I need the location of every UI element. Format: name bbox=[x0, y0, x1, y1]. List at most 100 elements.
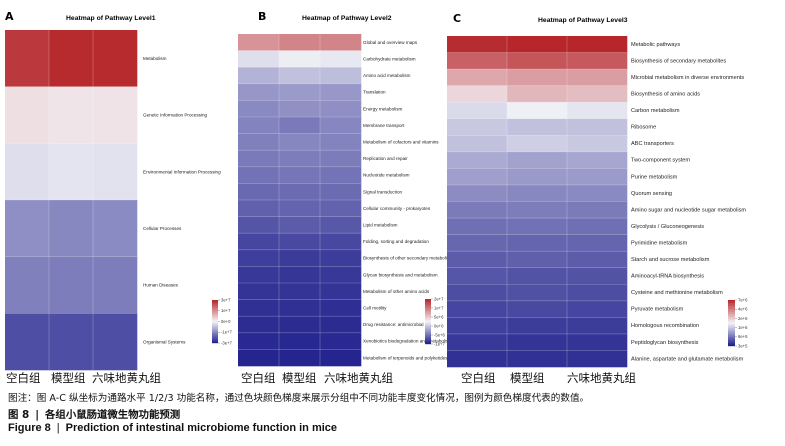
panel-c-cell bbox=[567, 85, 628, 103]
panel-c-cell bbox=[567, 184, 628, 202]
panel-a-legend-swatch bbox=[212, 320, 218, 322]
caption-divider: | bbox=[56, 422, 60, 434]
panel-c-row-label: Metabolic pathways bbox=[631, 42, 680, 48]
figure-caption-en: Figure 8 | Prediction of intestinal microb… bbox=[8, 422, 337, 434]
panel-b-row-label: Replication and repair bbox=[363, 156, 408, 161]
panel-b-legend-swatch bbox=[425, 320, 431, 322]
panel-b-legend-swatch bbox=[425, 299, 431, 301]
panel-c-row-label: Two-component system bbox=[631, 158, 690, 164]
panel-c-cell bbox=[447, 300, 508, 318]
panel-c-legend-swatch bbox=[728, 336, 735, 339]
panel-c-cell bbox=[447, 333, 508, 351]
panel-a-row-label: Organismal Systems bbox=[143, 339, 186, 344]
panel-c-cell bbox=[507, 135, 568, 153]
panel-c-legend-swatch bbox=[728, 327, 735, 330]
panel-b-cell bbox=[320, 266, 362, 284]
panel-b-legend-tick-label: 5e+6 bbox=[434, 314, 444, 319]
panel-b-cell bbox=[238, 266, 280, 284]
panel-b-cell bbox=[238, 316, 280, 334]
panel-b-row-label: Translation bbox=[363, 90, 386, 95]
panel-b-cell bbox=[279, 266, 321, 284]
panel-a-legend-swatch bbox=[212, 305, 218, 308]
panel-a-cell bbox=[93, 86, 138, 144]
panel-b-legend-swatch bbox=[425, 326, 431, 328]
panel-a-cell bbox=[5, 86, 50, 144]
panel-a-legend-tick-label: 1e+7 bbox=[221, 308, 231, 313]
panel-c-cell bbox=[447, 36, 508, 53]
panel-b-row-label: Nucleotide metabolism bbox=[363, 173, 410, 178]
panel-c-legend-swatch bbox=[728, 332, 735, 334]
panel-a-cell bbox=[49, 313, 94, 371]
panel-a-row-label: Environmental Information Processing bbox=[143, 169, 221, 174]
panel-c-cell bbox=[567, 201, 628, 219]
panel-b-legend-swatch bbox=[425, 342, 431, 345]
panel-b-cell bbox=[238, 50, 280, 68]
panel-c-cell bbox=[447, 184, 508, 202]
panel-c-legend-tick-label: 4e+6 bbox=[738, 307, 748, 312]
panel-b-cell bbox=[320, 83, 362, 101]
panel-b-cell bbox=[238, 249, 280, 267]
panel-b-cell bbox=[320, 233, 362, 251]
panel-a-column-label-3: 六味地黄丸组 bbox=[92, 371, 161, 385]
panel-b-column-label-2: 模型组 bbox=[282, 371, 317, 385]
panel-a-legend-swatch bbox=[212, 330, 218, 332]
panel-b-letter: B bbox=[258, 10, 266, 23]
figure-label-cn: 图 8 bbox=[8, 409, 30, 421]
panel-c-row-label: ABC transporters bbox=[631, 141, 674, 147]
panel-b-row-label: Metabolism of cofactors and vitamins bbox=[363, 140, 439, 145]
panel-c-cell bbox=[507, 36, 568, 53]
panel-a-row-label: Human Diseases bbox=[143, 283, 179, 288]
panel-a-legend-swatch bbox=[212, 308, 218, 311]
panel-a-legend-tick-label: 0e+0 bbox=[221, 319, 231, 324]
panel-b-cell bbox=[238, 349, 280, 367]
panel-a-legend-swatch bbox=[212, 312, 218, 315]
panel-b-cell bbox=[320, 117, 362, 134]
panel-c-legend-tick-label: 6e+5 bbox=[738, 334, 748, 339]
panel-c-row-label: Ribosome bbox=[631, 125, 656, 131]
panel-b-cell bbox=[320, 166, 362, 184]
panel-b-row-label: Drug resistance: antimicrobial bbox=[363, 322, 424, 327]
panel-a-legend-swatch bbox=[212, 334, 218, 337]
panel-b-cell bbox=[279, 83, 321, 101]
panel-b-legend-tick-label: -1e+7 bbox=[434, 341, 445, 346]
panel-c-cell bbox=[507, 184, 568, 202]
panel-c-row-label: Alanine, aspartate and glutamate metabol… bbox=[631, 356, 744, 362]
panel-b-column-label-3: 六味地黄丸组 bbox=[324, 371, 393, 385]
panel-b-legend-swatch bbox=[425, 329, 431, 331]
panel-c-cell bbox=[507, 300, 568, 318]
panel-c-row-label: Cysteine and methionine metabolism bbox=[631, 290, 723, 296]
panel-c-legend-tick-label: 7e+6 bbox=[738, 297, 748, 302]
panel-c-column-label-2: 模型组 bbox=[510, 371, 545, 385]
panel-a-legend-swatch bbox=[212, 324, 218, 326]
panel-c-legend-swatch bbox=[728, 307, 735, 310]
panel-b-cell bbox=[238, 67, 280, 85]
panel-b-row-label: Xenobiotics biodegradation and metabolis… bbox=[363, 339, 452, 344]
panel-a-legend-swatch bbox=[212, 321, 218, 324]
figure-caption-cn: 图 8 | 各组小鼠肠道微生物功能预测 bbox=[8, 406, 180, 421]
panel-c-legend-swatch bbox=[728, 304, 735, 307]
panel-c-cell bbox=[567, 36, 628, 53]
panel-a-legend-swatch bbox=[212, 317, 218, 319]
panel-a-cell bbox=[49, 86, 94, 144]
panel-c-legend-swatch bbox=[728, 310, 735, 313]
panel-b-cell bbox=[320, 183, 362, 201]
panel-c-cell bbox=[567, 234, 628, 252]
panel-a-legend-swatch bbox=[212, 331, 218, 334]
panel-b-legend-swatch bbox=[425, 321, 431, 324]
panel-b-legend-swatch bbox=[425, 338, 431, 340]
panel-b-cell bbox=[279, 316, 321, 334]
panel-a-cell bbox=[5, 30, 50, 87]
panel-b-cell bbox=[279, 249, 321, 267]
panel-b-legend-swatch bbox=[425, 303, 431, 306]
panel-c-row-label: Pyruvate metabolism bbox=[631, 307, 684, 313]
panel-c-cell bbox=[567, 300, 628, 318]
panel-c-cell bbox=[447, 69, 508, 86]
panel-b-row-label: Carbohydrate metabolism bbox=[363, 57, 416, 62]
panel-c-legend-tick-label: 2e+6 bbox=[738, 316, 748, 321]
panel-b-cell bbox=[279, 34, 321, 51]
panel-c-cell bbox=[507, 218, 568, 235]
panel-b-title: Heatmap of Pathway Level2 bbox=[302, 15, 392, 22]
panel-c-cell bbox=[567, 102, 628, 120]
panel-b-legend-swatch bbox=[425, 306, 431, 309]
